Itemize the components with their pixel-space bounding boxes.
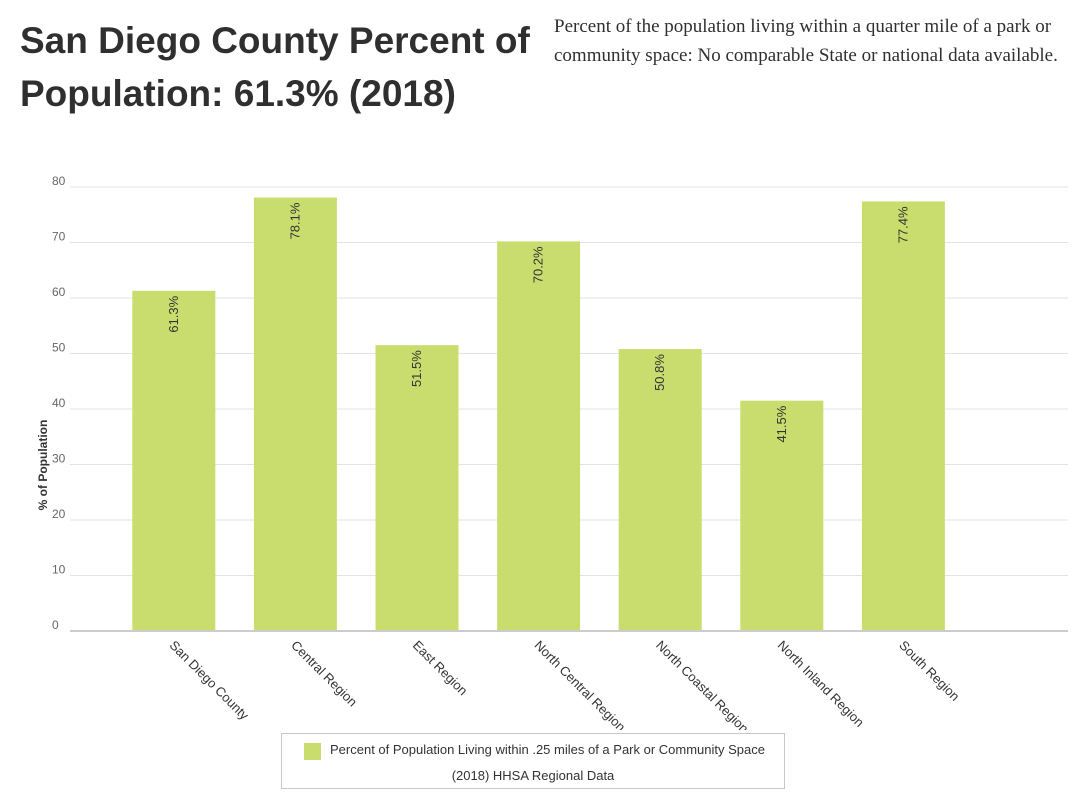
bar-value-label: 61.3% — [166, 295, 181, 332]
page-description: Percent of the population living within … — [554, 16, 1058, 66]
legend-series-label[interactable]: Percent of Population Living within .25 … — [330, 742, 765, 757]
y-tick-label: 40 — [52, 396, 66, 410]
legend: Percent of Population Living within .25 … — [281, 733, 785, 789]
y-tick-label: 10 — [52, 563, 66, 577]
y-tick-label: 20 — [52, 507, 66, 521]
bar-value-label: 77.4% — [895, 206, 910, 243]
bars — [132, 197, 945, 632]
x-axis-ticks: San Diego County Central Region East Regio… — [167, 638, 963, 730]
x-tick-label: Central Region — [288, 638, 360, 710]
bar-value-label: 50.8% — [652, 354, 667, 391]
page-title: San Diego County Percent of Population: … — [20, 20, 530, 114]
x-tick-label: North Coastal Region — [653, 638, 751, 730]
y-tick-label: 60 — [52, 285, 66, 299]
bar[interactable] — [375, 345, 459, 631]
bar-value-label: 51.5% — [409, 350, 424, 387]
bar-value-label: 78.1% — [287, 202, 302, 239]
x-tick-label: North Inland Region — [775, 638, 867, 730]
bar[interactable] — [740, 400, 824, 631]
y-tick-label: 0 — [52, 618, 59, 632]
bar[interactable] — [861, 201, 945, 631]
x-tick-label: South Region — [896, 638, 962, 704]
bar[interactable] — [132, 290, 216, 631]
y-tick-label: 30 — [52, 452, 66, 466]
bar[interactable] — [253, 197, 337, 632]
bar-value-labels: 61.3% 78.1% 51.5% 70.2% 50.8% 41.5% 77.4% — [166, 202, 911, 442]
bar-value-label: 41.5% — [774, 405, 789, 442]
bar-chart: 0 10 20 30 40 50 60 70 80 61.3% 78.1% 51.5% 70.2% 50… — [36, 174, 1068, 730]
y-axis-ticks: 0 10 20 30 40 50 60 70 80 — [52, 174, 66, 632]
y-tick-label: 70 — [52, 230, 66, 244]
y-tick-label: 80 — [52, 174, 66, 188]
bar[interactable] — [618, 349, 702, 631]
bar[interactable] — [497, 241, 581, 631]
x-tick-label: North Central Region — [531, 638, 628, 730]
x-tick-label: San Diego County — [167, 638, 253, 724]
legend-swatch[interactable] — [304, 743, 321, 760]
bar-value-label: 70.2% — [531, 246, 546, 283]
y-axis-title: % of Population — [36, 420, 50, 511]
legend-subtitle: (2018) HHSA Regional Data — [451, 768, 615, 783]
x-tick-label: East Region — [410, 638, 471, 699]
y-tick-label: 50 — [52, 341, 66, 355]
